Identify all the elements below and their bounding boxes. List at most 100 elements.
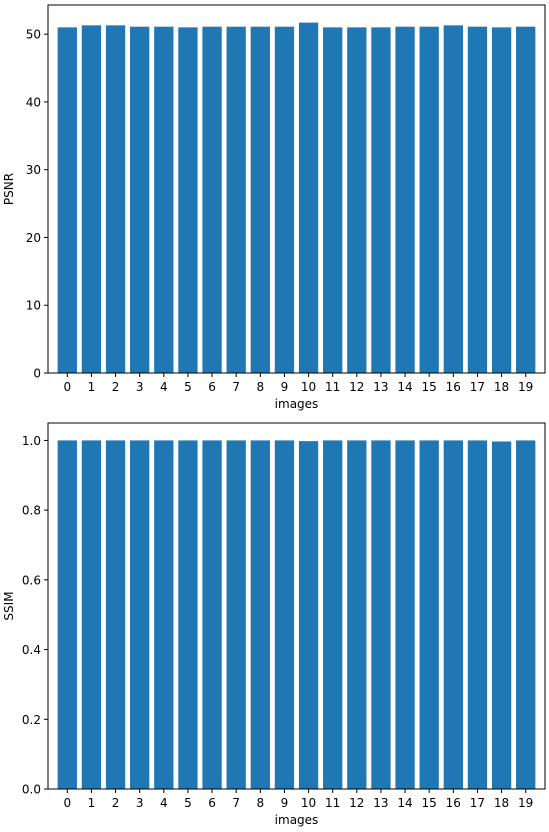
psnr-bar-10	[298, 22, 319, 373]
ssim-x-tick-label: 15	[422, 796, 437, 810]
ssim-x-tick-label: 7	[232, 796, 240, 810]
ssim-bar-1	[81, 440, 102, 789]
ssim-bar-19	[516, 440, 536, 789]
psnr-y-axis-label: PSNR	[2, 173, 16, 205]
psnr-x-tick-label: 17	[470, 380, 485, 394]
psnr-y-tick-label: 30	[26, 163, 41, 177]
ssim-y-axis: 0.0 0.2 0.4 0.6 0.8 1.0	[22, 434, 48, 797]
psnr-bar-8	[250, 26, 270, 374]
ssim-y-tick-label: 0.2	[22, 713, 41, 727]
psnr-bar-17	[467, 26, 488, 374]
ssim-y-axis-label: SSIM	[2, 591, 16, 620]
ssim-bar-14	[395, 440, 415, 789]
psnr-bar-12	[347, 27, 367, 373]
ssim-x-tick-label: 6	[208, 796, 216, 810]
ssim-x-tick-label: 1	[88, 796, 96, 810]
ssim-bar-2	[105, 440, 126, 789]
ssim-x-axis-label: images	[275, 813, 319, 827]
ssim-x-axis: 0 1 2 3 4 5 6 7 8 9 10 11 12 13 14 15 16 17 18 19	[63, 789, 533, 810]
ssim-x-tick-label: 12	[349, 796, 364, 810]
psnr-bar-7	[226, 26, 246, 374]
psnr-bar-15	[419, 26, 439, 374]
ssim-bar-8	[250, 440, 270, 789]
ssim-bar-10	[298, 441, 319, 789]
ssim-x-tick-label: 16	[446, 796, 461, 810]
ssim-chart: 0.00.20.40.60.81.0 0 1 2 3 4 5 6 7 8 9 10 11 12 13 14 1…	[2, 422, 546, 827]
psnr-x-tick-label: 0	[63, 380, 71, 394]
ssim-bar-15	[419, 440, 439, 789]
ssim-x-tick-label: 17	[470, 796, 485, 810]
psnr-x-axis: 0 1 2 3 4 5 6 7 8 9 10 11 12 13 14 15 16 17 18 19	[63, 373, 533, 394]
ssim-x-tick-label: 3	[136, 796, 144, 810]
psnr-y-tick-label: 40	[26, 95, 41, 109]
psnr-bars	[57, 22, 536, 374]
ssim-y-tick-label: 0.8	[22, 504, 41, 518]
ssim-y-tick-label: 0.6	[22, 573, 41, 587]
ssim-y-tick-label: 0.4	[22, 643, 41, 657]
psnr-x-tick-label: 2	[112, 380, 120, 394]
psnr-x-tick-label: 7	[232, 380, 240, 394]
ssim-bar-16	[443, 440, 463, 789]
psnr-x-tick-label: 10	[301, 380, 316, 394]
psnr-x-axis-label: images	[275, 397, 319, 411]
ssim-x-tick-label: 14	[397, 796, 412, 810]
ssim-x-tick-label: 13	[373, 796, 388, 810]
psnr-x-tick-label: 14	[397, 380, 412, 394]
psnr-x-tick-label: 6	[208, 380, 216, 394]
psnr-bar-13	[371, 27, 391, 373]
ssim-x-tick-label: 9	[281, 796, 289, 810]
ssim-bar-7	[226, 440, 246, 789]
ssim-y-tick-label: 1.0	[22, 434, 41, 448]
psnr-x-tick-label: 13	[373, 380, 388, 394]
psnr-bar-11	[323, 27, 343, 373]
psnr-bar-1	[81, 25, 102, 374]
psnr-y-tick-label: 50	[26, 28, 41, 42]
ssim-bar-11	[323, 440, 343, 789]
ssim-bar-12	[347, 440, 367, 789]
psnr-x-tick-label: 11	[325, 380, 340, 394]
ssim-bar-13	[371, 440, 391, 789]
psnr-bar-5	[178, 27, 198, 373]
ssim-bars	[57, 440, 536, 789]
psnr-bar-19	[516, 26, 536, 374]
psnr-bar-18	[491, 27, 512, 373]
psnr-x-tick-label: 9	[281, 380, 289, 394]
psnr-x-tick-label: 12	[349, 380, 364, 394]
ssim-x-tick-label: 8	[256, 796, 264, 810]
psnr-bar-4	[154, 26, 174, 374]
psnr-x-tick-label: 4	[160, 380, 168, 394]
ssim-bar-6	[202, 440, 222, 789]
psnr-bar-2	[105, 25, 126, 374]
ssim-x-tick-label: 18	[494, 796, 509, 810]
psnr-x-tick-label: 15	[422, 380, 437, 394]
ssim-bar-4	[154, 440, 174, 789]
ssim-bar-18	[491, 441, 512, 789]
psnr-bar-14	[395, 26, 415, 374]
psnr-x-tick-label: 19	[518, 380, 533, 394]
psnr-x-tick-label: 5	[184, 380, 192, 394]
psnr-y-tick-label: 10	[26, 299, 41, 313]
ssim-x-tick-label: 2	[112, 796, 120, 810]
psnr-y-tick-label: 0	[33, 367, 41, 381]
ssim-x-tick-label: 4	[160, 796, 168, 810]
ssim-plot-frame	[47, 422, 546, 790]
psnr-x-tick-label: 3	[136, 380, 144, 394]
ssim-bar-3	[130, 440, 150, 789]
psnr-y-axis: 0 10 20 30 40 50	[26, 28, 48, 381]
psnr-y-tick-label: 20	[26, 231, 41, 245]
ssim-x-tick-label: 0	[63, 796, 71, 810]
ssim-x-tick-label: 19	[518, 796, 533, 810]
ssim-x-tick-label: 11	[325, 796, 340, 810]
psnr-x-tick-label: 18	[494, 380, 509, 394]
ssim-bar-17	[467, 440, 488, 789]
ssim-bar-5	[178, 440, 198, 789]
psnr-bar-16	[443, 25, 463, 374]
psnr-x-tick-label: 16	[446, 380, 461, 394]
ssim-bar-9	[274, 440, 295, 789]
ssim-y-tick-label: 0.0	[22, 783, 41, 797]
ssim-bar-0	[57, 440, 77, 789]
ssim-x-tick-label: 10	[301, 796, 316, 810]
psnr-x-tick-label: 8	[256, 380, 264, 394]
